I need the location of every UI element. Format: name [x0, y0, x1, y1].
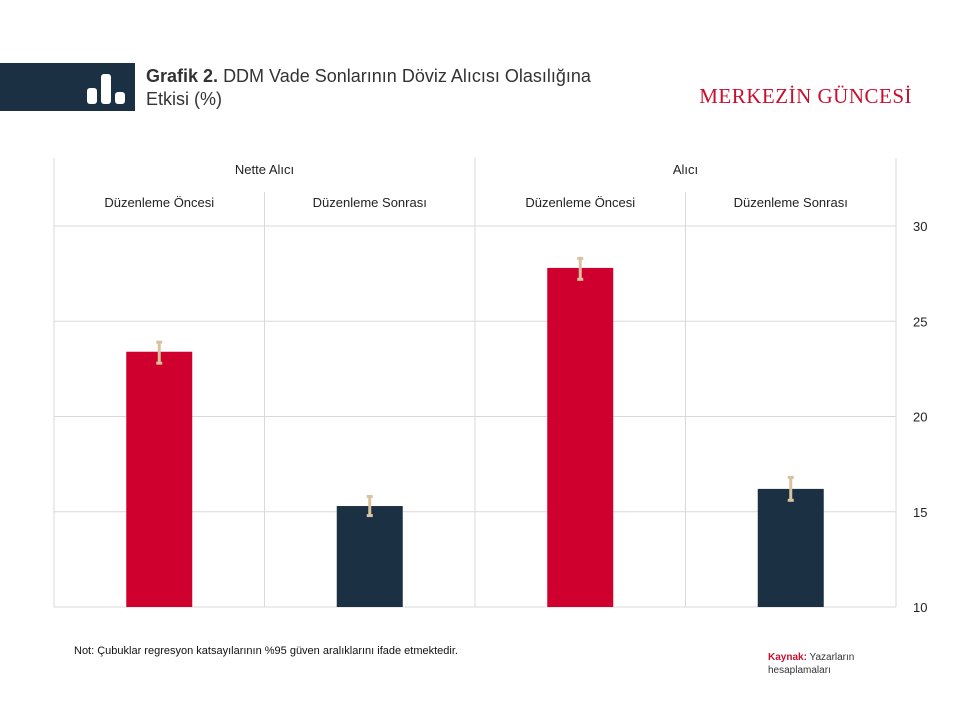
y-tick-label: 30 [913, 219, 927, 234]
source-text: Yazarların hesaplamaları [768, 652, 855, 676]
bar-chart: 10 15 20 25 30 Nette Alıcı Alıcı Düzenleme Önce… [53, 158, 927, 615]
bar-chart-icon [87, 74, 125, 104]
chart-title-number: Grafik 2. [146, 66, 219, 86]
bar [757, 488, 824, 607]
group-label: Alıcı [673, 162, 698, 177]
category-label: Düzenleme Öncesi [104, 195, 214, 210]
category-label: Düzenleme Sonrası [313, 195, 427, 210]
y-tick-label: 20 [913, 410, 927, 425]
y-tick-label: 10 [913, 600, 927, 615]
y-tick-label: 15 [913, 505, 927, 520]
brand-logo: MERKEZİN GÜNCESİ [699, 84, 912, 108]
bar [336, 506, 403, 607]
category-label: Düzenleme Öncesi [525, 195, 635, 210]
group-label: Nette Alıcı [235, 162, 294, 177]
source-note: Kaynak: Yazarların hesaplamaları [768, 651, 908, 677]
chart-title-text: DDM Vade Sonlarının Döviz Alıcısı Olasıl… [146, 66, 591, 109]
y-tick-label: 25 [913, 314, 927, 329]
bar [547, 267, 614, 607]
source-label: Kaynak: [768, 652, 807, 663]
header-band [0, 63, 135, 111]
category-label: Düzenleme Sonrası [734, 195, 848, 210]
bar [126, 351, 193, 607]
footnote: Not: Çubuklar regresyon katsayılarının %… [74, 645, 458, 657]
chart-title: Grafik 2. DDM Vade Sonlarının Döviz Alıc… [146, 65, 606, 111]
